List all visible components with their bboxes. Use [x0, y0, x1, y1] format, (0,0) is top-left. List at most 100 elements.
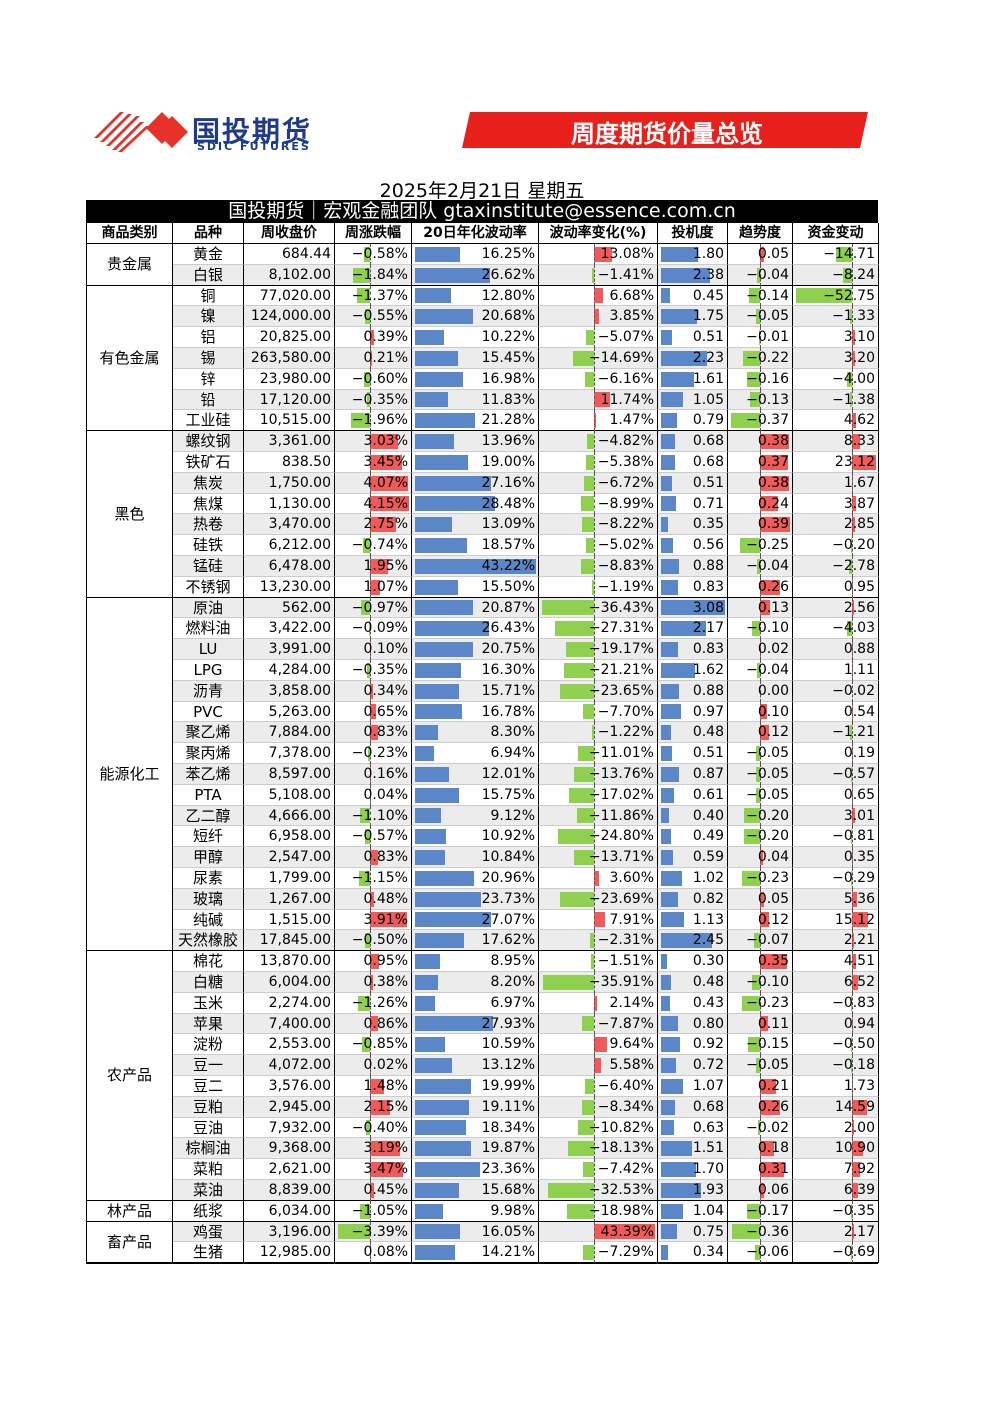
cell-text: 聚乙烯 [185, 723, 231, 742]
data-bar [661, 808, 670, 824]
cell-text: 4,072.00 [268, 1057, 331, 1074]
value-cell: −0.25 [728, 535, 793, 556]
data-bar [362, 538, 370, 554]
bar-axis [369, 1180, 371, 1201]
value-cell: 3.87 [793, 493, 879, 515]
cell-text: 0.43 [692, 994, 724, 1011]
data-bar [583, 1245, 594, 1261]
bar-axis [759, 701, 761, 723]
cell-text: 5.58% [609, 1057, 654, 1074]
value-cell: 7.92 [793, 1159, 879, 1180]
data-bar [851, 912, 868, 928]
value-cell: 16.78% [412, 701, 539, 723]
value-cell: 0.59 [658, 847, 728, 868]
cell-text: 1.07% [363, 578, 408, 595]
cell-text: 8.33 [843, 433, 875, 450]
data-bar [365, 933, 370, 949]
bar-axis [593, 784, 595, 806]
value-cell: 3.45% [335, 452, 412, 473]
cell-text: 8.30% [490, 724, 535, 741]
value-cell: 0.95% [335, 951, 412, 972]
data-bar [584, 1078, 594, 1094]
bar-axis [593, 368, 595, 390]
value-cell: 10.22% [412, 327, 539, 348]
cell-text: 热卷 [192, 515, 223, 534]
cell-text: 684.44 [282, 246, 331, 262]
bar-axis [851, 306, 853, 328]
cell-text: 硅铁 [192, 536, 223, 555]
cell-text: 0.02% [363, 1057, 408, 1074]
column-header: 商品类别 [87, 223, 173, 244]
cell-text: 1.51 [692, 1140, 724, 1157]
value-cell: −8.22% [539, 514, 658, 536]
cell-text: 0.45 [692, 287, 724, 304]
cell-text: −0.07 [746, 932, 789, 949]
variety-cell: 焦煤 [173, 493, 244, 515]
cell-text: 15.45% [481, 350, 535, 366]
data-bar [851, 808, 855, 824]
value-cell: 27.16% [412, 472, 539, 494]
data-bar [415, 579, 459, 595]
data-bar [359, 870, 370, 886]
bar-axis [759, 431, 761, 452]
cell-text: 菜粕 [192, 1160, 223, 1179]
data-bar [731, 413, 760, 429]
cell-text: 26.62% [481, 266, 535, 283]
bar-axis [369, 327, 371, 348]
bar-axis [593, 244, 595, 265]
cell-text: 15.12 [834, 911, 875, 928]
cell-text: −32.53% [588, 1182, 654, 1198]
cell-text: −1.33 [832, 308, 875, 325]
value-cell: −1.51% [539, 951, 658, 972]
value-cell: 11.83% [412, 389, 539, 411]
bar-axis [593, 930, 595, 952]
data-bar [415, 642, 474, 658]
data-bar [415, 350, 459, 366]
data-bar [759, 891, 764, 907]
value-cell: 6.39 [793, 1180, 879, 1201]
data-bar [415, 475, 492, 491]
value-cell: 0.75 [658, 1221, 728, 1243]
value-cell: 13.08% [539, 244, 658, 265]
cell-text: −1.21 [832, 724, 875, 741]
cell-text: 4.62 [843, 412, 875, 429]
bar-axis [759, 1200, 761, 1222]
value-cell: 12.01% [412, 764, 539, 785]
value-cell: 13.09% [412, 514, 539, 536]
value-cell: 0.87 [658, 764, 728, 785]
value-cell: 0.24 [728, 493, 793, 515]
data-bar [369, 330, 374, 346]
data-bar [661, 1016, 678, 1032]
cell-text: 4,284.00 [268, 662, 331, 678]
value-cell: −0.07 [728, 930, 793, 952]
cell-text: 0.88 [692, 558, 724, 574]
value-cell: 9.98% [412, 1200, 539, 1222]
bar-axis [851, 888, 853, 910]
bar-axis [593, 951, 595, 972]
data-bar [369, 1078, 384, 1094]
data-bar [759, 1078, 777, 1094]
bar-axis [593, 1013, 595, 1035]
cell-text: −7.29% [597, 1244, 654, 1261]
value-cell: 10.92% [412, 826, 539, 848]
cell-text: 23.73% [481, 890, 535, 907]
value-cell: 3,858.00 [244, 680, 335, 702]
bar-axis [593, 514, 595, 536]
cell-text: −5.07% [597, 329, 654, 346]
value-cell: 19.87% [412, 1138, 539, 1160]
cell-text: −0.85% [351, 1036, 408, 1053]
column-header: 品种 [173, 223, 244, 244]
cell-text: −0.69 [832, 1244, 875, 1261]
cell-text: 燃料油 [185, 619, 231, 638]
cell-text: 9.64% [609, 1036, 654, 1053]
logo-en: SDIC FUTURES [197, 140, 311, 153]
value-cell: 19.99% [412, 1076, 539, 1097]
data-bar [415, 870, 474, 886]
value-cell: 9.12% [412, 805, 539, 827]
bar-axis [593, 452, 595, 473]
cell-text: 2,945.00 [268, 1098, 331, 1115]
value-cell: 0.71 [658, 493, 728, 515]
bar-axis [593, 868, 595, 889]
data-bar [364, 829, 370, 845]
data-bar [847, 371, 852, 387]
